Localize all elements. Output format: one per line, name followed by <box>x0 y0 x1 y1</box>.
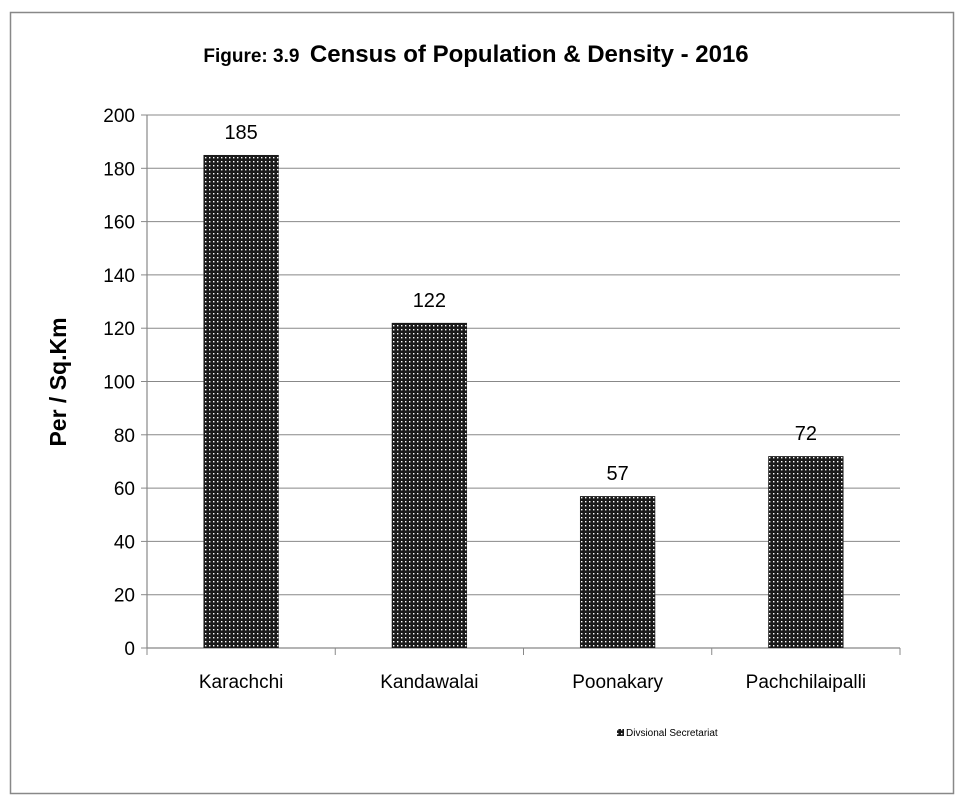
y-tick-label: 60 <box>114 479 135 500</box>
y-tick-label: 140 <box>103 266 135 287</box>
bar-karachchi <box>203 154 279 648</box>
data-label: 72 <box>795 423 817 445</box>
data-label: 185 <box>224 122 257 144</box>
y-tick-label: 100 <box>103 373 135 394</box>
y-tick-label: 120 <box>103 319 135 340</box>
y-tick-label: 160 <box>103 213 135 234</box>
y-tick-label: 20 <box>114 586 135 607</box>
chart-title-prefix: Figure: 3.9 <box>203 46 299 67</box>
bar-pachchilaipalli <box>768 456 844 648</box>
legend-swatch <box>617 729 624 736</box>
y-tick-label: 200 <box>103 106 135 127</box>
y-tick-label: 40 <box>114 532 135 553</box>
x-tick-label: Kandawalai <box>380 672 478 693</box>
chart-title-main: Census of Population & Density - 2016 <box>310 41 749 68</box>
y-tick-label: 80 <box>114 426 135 447</box>
x-tick-label: Karachchi <box>199 672 284 693</box>
chart-title: Figure: 3.9 Census of Population & Densi… <box>203 41 748 68</box>
chart-border <box>9 11 955 795</box>
x-tick-label: Pachchilaipalli <box>746 672 866 693</box>
y-axis-ticks: 0 20 40 60 80 100 120 140 160 180 200 <box>103 106 147 660</box>
y-tick-label: 180 <box>103 159 135 180</box>
bar-poonakary <box>579 496 656 648</box>
legend-label: Divsional Secretariat <box>626 728 718 739</box>
y-tick-label: 0 <box>124 639 135 660</box>
data-label: 57 <box>607 463 629 485</box>
x-tick-label: Poonakary <box>572 672 663 693</box>
data-labels: 185 122 57 72 <box>224 122 817 485</box>
data-label: 122 <box>413 290 446 312</box>
x-axis-ticks: Karachchi Kandawalai Poonakary Pachchilaipa… <box>146 648 901 693</box>
legend: Divsional Secretariat <box>617 728 718 739</box>
bars <box>203 154 844 648</box>
y-axis-label: Per / Sq.Km <box>45 317 71 446</box>
bar-kandawalai <box>391 322 468 648</box>
